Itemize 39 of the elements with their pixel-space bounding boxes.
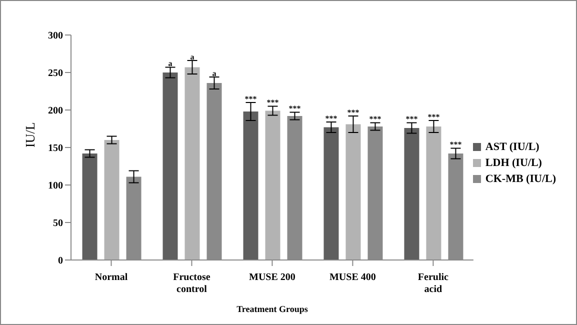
data-label: a	[168, 59, 172, 68]
x-tick-label: Ferulic acid	[418, 272, 450, 295]
x-axis-title: Treatment Groups	[236, 304, 308, 314]
x-tick-label: MUSE 400	[329, 272, 376, 283]
bar	[162, 72, 178, 260]
data-label: ***	[406, 114, 418, 124]
data-label: ***	[428, 112, 440, 122]
x-tick-label: Fructose control	[173, 272, 211, 295]
legend-label: AST (IU/L)	[485, 140, 540, 152]
y-tick-label: 250	[48, 68, 63, 80]
y-tick-label: 200	[48, 106, 63, 117]
data-label: ***	[288, 104, 301, 114]
bar	[243, 112, 258, 260]
bar	[346, 124, 361, 260]
data-label: a	[212, 68, 216, 78]
bar	[82, 154, 98, 260]
data-label: ***	[450, 140, 462, 150]
data-label: ***	[325, 114, 338, 123]
bar	[324, 127, 339, 260]
y-axis-title: IU/L	[22, 122, 38, 148]
y-tick-label: 0	[58, 256, 63, 267]
legend-label: LDH (IU/L)	[485, 156, 542, 168]
data-label: ***	[266, 98, 279, 108]
y-tick-label: 300	[48, 30, 63, 42]
data-label: a	[190, 52, 194, 62]
bar	[426, 126, 442, 260]
y-tick-label: 150	[48, 143, 63, 154]
bar	[404, 128, 420, 260]
legend-label: CK-MB (IU/L)	[485, 172, 556, 184]
y-tick-label: 50	[53, 218, 63, 230]
bar	[265, 110, 280, 260]
x-tick-label: MUSE 200	[249, 272, 296, 283]
bar	[104, 140, 120, 260]
data-label: ***	[347, 108, 360, 117]
x-tick-label: Normal	[94, 272, 128, 283]
data-label: ***	[369, 114, 382, 124]
bar	[184, 67, 200, 260]
data-label: ***	[244, 94, 257, 104]
y-tick-label: 100	[48, 180, 63, 192]
